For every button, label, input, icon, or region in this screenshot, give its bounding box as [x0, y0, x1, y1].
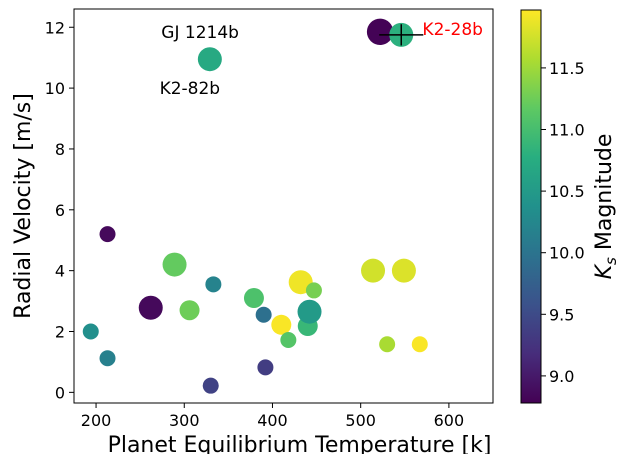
colorbar-tick-label: 11.0 — [549, 121, 585, 140]
data-point-19 — [361, 258, 386, 283]
annotation-label-1: GJ 1214b — [161, 23, 239, 43]
data-point-13 — [271, 314, 292, 335]
y-tick-label: 8 — [55, 140, 65, 159]
colorbar-tick-label: 11.5 — [549, 59, 585, 78]
colorbar: 9.0 9.5 10.0 10.5 11.0 11.5 Ks Magnitude — [520, 9, 618, 404]
data-point-22 — [411, 336, 428, 353]
y-tick-label: 2 — [55, 323, 65, 342]
colorbar-label: Ks Magnitude — [592, 134, 618, 280]
data-point-5 — [162, 252, 187, 277]
y-tick-label: 10 — [45, 79, 65, 98]
colorbar-tick-label: 10.0 — [549, 244, 585, 263]
x-tick-label: 200 — [81, 411, 112, 430]
annotation-label-3: K2-82b — [160, 79, 221, 99]
data-point-8 — [205, 276, 222, 293]
data-point-17 — [297, 299, 322, 324]
data-point-4 — [99, 350, 116, 367]
x-axis-label: Planet Equilibrium Temperature [k] — [108, 433, 492, 454]
y-axis-label: Radial Velocity [m/s] — [11, 93, 36, 319]
colorbar-tick-label: 10.5 — [549, 182, 585, 201]
plot-frame — [73, 8, 494, 404]
data-point-21 — [379, 336, 396, 353]
colorbar-tick-label: 9.5 — [549, 305, 574, 324]
x-tick-label: 500 — [345, 411, 376, 430]
data-point-6 — [179, 300, 200, 321]
colorbar-gradient — [520, 9, 542, 404]
y-tick-label: 0 — [55, 383, 65, 402]
data-point-1 — [99, 226, 116, 243]
x-tick-label: 300 — [169, 411, 200, 430]
data-point-14 — [280, 332, 297, 349]
data-point-9 — [202, 377, 219, 394]
y-tick-label: 6 — [55, 201, 65, 220]
y-tick-label: 12 — [45, 18, 65, 37]
data-point-11 — [255, 306, 272, 323]
data-point-10 — [243, 288, 264, 309]
data-point-7 — [197, 47, 222, 72]
data-point-2 — [138, 295, 163, 320]
plot-area: GJ 1214b K2-28b K2-82b 200 300 400 500 600 0 2 4 6 8… — [11, 8, 494, 458]
colorbar-tick-label: 9.0 — [549, 367, 574, 386]
data-point-18 — [305, 282, 322, 299]
data-point-23 — [366, 18, 394, 46]
x-tick-label: 400 — [257, 411, 288, 430]
y-tick-label: 4 — [55, 262, 65, 281]
x-tick-label: 600 — [434, 411, 465, 430]
data-point-3 — [82, 323, 99, 340]
data-point-20 — [391, 258, 416, 283]
data-point-12 — [257, 359, 274, 376]
annotation-label-2: K2-28b — [422, 20, 483, 40]
